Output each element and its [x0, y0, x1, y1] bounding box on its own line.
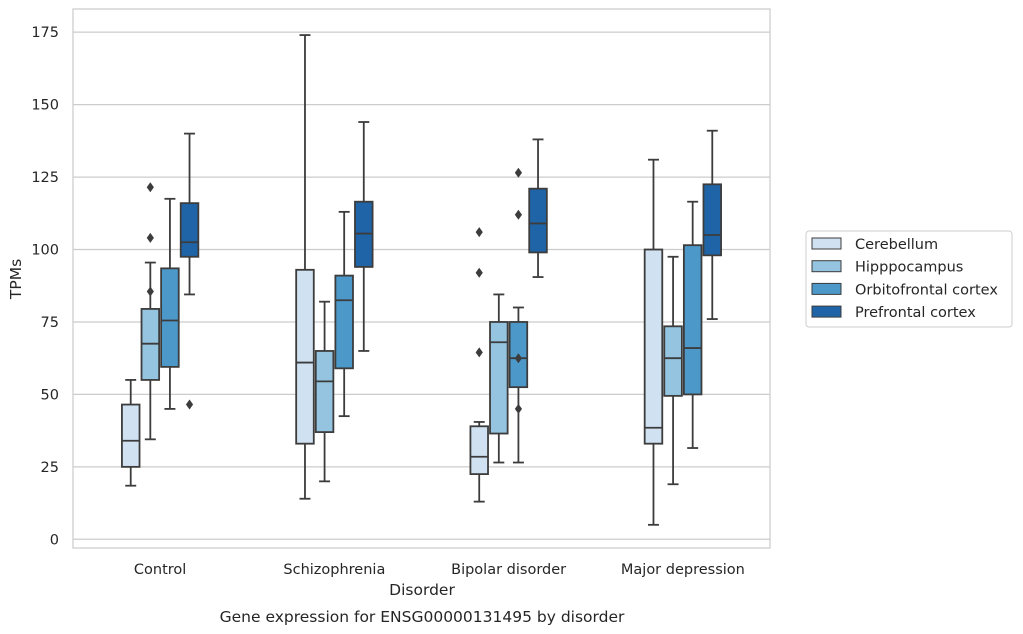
box-group: [140, 182, 161, 441]
plot-frame: [72, 8, 771, 549]
box: [682, 244, 703, 396]
box-group: [160, 197, 180, 410]
box-group: [702, 129, 722, 320]
legend-swatch: [811, 305, 842, 318]
y-tick-label: 100: [31, 243, 59, 259]
outlier-point: [146, 286, 154, 297]
box-group: [295, 34, 315, 500]
box-group: [663, 255, 683, 486]
box-plot-marks: [121, 34, 722, 526]
outlier-point: [514, 403, 523, 414]
box: [643, 248, 664, 445]
legend-label: Cerebellum: [855, 237, 938, 253]
outlier-point: [475, 227, 483, 238]
box: [160, 267, 180, 368]
y-tick-label: 175: [31, 25, 59, 41]
y-tick-label: 25: [41, 460, 59, 476]
outlier-point: [514, 167, 523, 178]
box-group: [354, 121, 374, 352]
box-group: [314, 300, 335, 483]
y-axis-label: TPMs: [7, 259, 25, 300]
x-tick-label: Bipolar disorder: [451, 562, 566, 578]
legend-swatch: [811, 237, 842, 250]
y-tick-label: 150: [31, 98, 59, 114]
legend-label: Orbitofrontal cortex: [855, 282, 998, 298]
box: [121, 403, 141, 468]
y-tick-labels: 0 25 50 75 100 125 150 175: [31, 25, 59, 548]
legend: Cerebellum Hipppocampus Orbitofrontal cort…: [805, 230, 1013, 328]
x-tick-label: Schizophrenia: [283, 562, 385, 578]
y-tick-label: 50: [41, 387, 59, 403]
box: [314, 350, 335, 433]
chart-caption: Gene expression for ENSG00000131495 by d…: [220, 608, 625, 626]
box-group: [489, 293, 509, 464]
box-group: [121, 379, 141, 487]
x-tick-labels: Control Schizophrenia Bipolar disorder Majo…: [134, 562, 745, 578]
box-group: [528, 138, 548, 278]
box: [295, 268, 315, 445]
outlier-point: [514, 353, 523, 364]
legend-frame: [805, 230, 1013, 328]
x-axis-label: Disorder: [389, 581, 455, 599]
y-tick-label: 0: [50, 532, 59, 548]
box-group: [508, 167, 529, 464]
box: [528, 187, 548, 254]
legend-label: Prefrontal cortex: [855, 305, 976, 321]
y-tick-label: 125: [31, 170, 59, 186]
outlier-point: [185, 399, 194, 410]
legend-label: Hipppocampus: [855, 260, 963, 276]
box: [489, 321, 509, 435]
legend-swatch: [811, 260, 842, 273]
box-group: [643, 158, 664, 526]
legend-swatch: [811, 282, 842, 295]
box: [334, 274, 354, 370]
box-group: [469, 227, 489, 503]
box: [702, 183, 722, 257]
outlier-point: [475, 267, 483, 278]
box: [179, 202, 200, 258]
box: [469, 425, 489, 476]
box: [663, 325, 683, 397]
outlier-point: [475, 347, 483, 358]
box-group: [334, 210, 354, 418]
outlier-point: [146, 232, 154, 243]
x-tick-label: Major depression: [621, 562, 745, 578]
outlier-point: [146, 182, 154, 193]
box-group: [179, 132, 200, 410]
x-tick-label: Control: [134, 562, 186, 578]
y-tick-label: 75: [41, 315, 59, 331]
outlier-point: [514, 209, 523, 220]
box-group: [682, 200, 703, 449]
